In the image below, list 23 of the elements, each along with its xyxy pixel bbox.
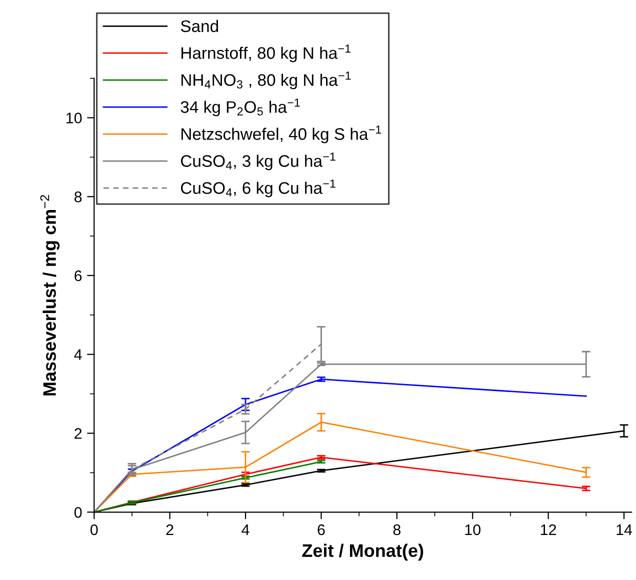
legend-label: CuSO$_{4}$, 6 kg Cu ha$^{−1}$ — [180, 180, 336, 198]
y-tick-label: 2 — [74, 428, 82, 439]
x-tick-label: 2 — [166, 524, 174, 536]
y-tick-label: 0 — [74, 507, 82, 518]
legend-label: CuSO$_{4}$, 3 kg Cu ha$^{−1}$ — [180, 152, 336, 170]
legend-label: 34 kg P$_{2}$O$_{5}$ ha$^{−1}$ — [180, 98, 300, 116]
y-tick-label: 6 — [74, 270, 82, 282]
x-tick-label: 6 — [318, 524, 325, 536]
legend-label: Harnstoff, 80 kg N ha$^{−1}$ — [182, 44, 351, 62]
x-tick-label: 8 — [393, 524, 400, 536]
legend-label: NH$_{4}$NO$_{3}$ , 80 kg N ha$^{−1}$ — [182, 72, 351, 90]
x-tick-label: 14 — [616, 524, 632, 536]
x-tick-label: 0 — [90, 524, 98, 536]
legend-label: Netzschwefel, 40 kg S ha$^{−1}$ — [182, 126, 382, 144]
x-tick-label: 10 — [465, 524, 480, 536]
legend-label: Sand — [180, 20, 218, 32]
x-tick-label: 12 — [540, 524, 556, 536]
x-tick-label: 4 — [242, 524, 250, 536]
y-tick-label: 8 — [74, 191, 82, 202]
y-axis-title: Masseverlust / mg cm$^{−2}$ — [40, 195, 60, 396]
x-axis-title: Zeit / Monat(e) — [302, 544, 424, 561]
y-tick-label: 4 — [74, 349, 82, 360]
y-tick-label: 10 — [66, 112, 82, 124]
